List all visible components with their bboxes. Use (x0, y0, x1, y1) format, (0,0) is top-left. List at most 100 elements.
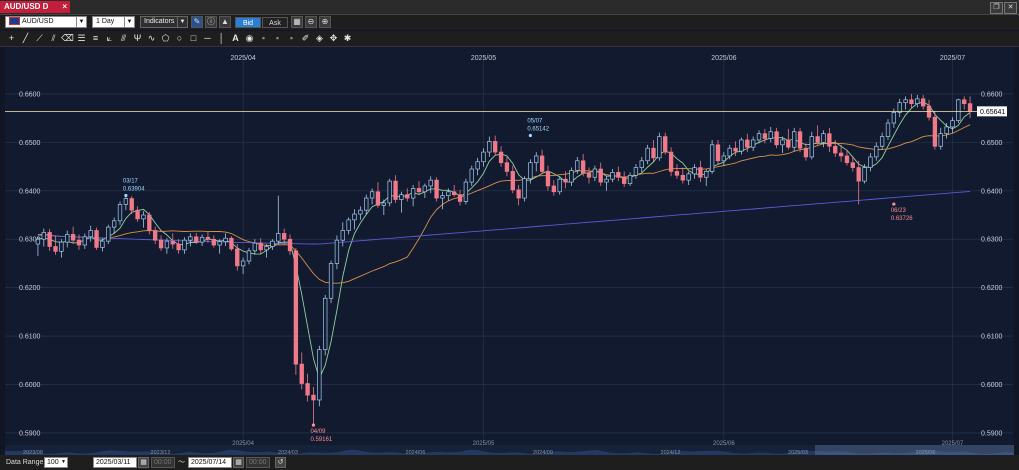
indicators-select[interactable]: Indicators ▼ (140, 16, 188, 28)
candle-body-up (809, 136, 814, 158)
candle (328, 260, 334, 304)
range-select[interactable]: 100 ▼ (44, 457, 68, 468)
candle (111, 217, 117, 234)
polygon-icon[interactable]: ⬠ (161, 33, 170, 43)
candle-body-down (856, 167, 861, 182)
marker-icon[interactable]: ◉ (245, 33, 254, 43)
candle (721, 152, 727, 166)
crosshair-icon[interactable]: + (8, 33, 15, 43)
candle-body-up (950, 120, 955, 128)
gann-icon[interactable]: ⫻ (120, 33, 127, 43)
candle (434, 177, 439, 202)
vertical-line-icon[interactable]: │ (218, 33, 225, 43)
price-chart[interactable]: 2025/04 2025/05 2025/06 2025/07 0.6600 0.660… (5, 47, 1014, 455)
candle (65, 230, 70, 248)
palette-icon[interactable]: ✱ (343, 33, 352, 43)
zoom-out-icon[interactable]: ⊖ (305, 16, 317, 28)
candle-body-up (346, 219, 351, 231)
candle (229, 236, 234, 251)
annotation-price: 0.65142 (527, 127, 549, 133)
x-tick-label: 2025/04 (230, 55, 255, 62)
candle (76, 234, 82, 250)
candle-body-down (563, 178, 568, 183)
grid-icon[interactable]: ▦ (291, 16, 303, 28)
bid-button[interactable]: Bid (235, 17, 261, 28)
navigator[interactable]: 2025/04 2025/05 2025/06 2025/07 2023/08 2023/… (5, 441, 1014, 455)
fib-fan-icon[interactable]: ⟀ (106, 33, 113, 43)
candle (827, 127, 832, 153)
candle-body-up (481, 151, 486, 163)
candle (375, 182, 381, 208)
lock-icon[interactable]: ▪ (261, 33, 266, 43)
ray-line-icon[interactable]: ⟋ (36, 33, 43, 43)
y-tick-label-left: 0.6500 (19, 140, 41, 147)
candle-body-up (903, 99, 908, 104)
start-time-field[interactable]: 00:00 (151, 457, 175, 468)
timeframe-value: 1 Day (96, 18, 115, 25)
candle-body-up (334, 239, 340, 264)
candle-body-up (358, 209, 363, 215)
candle (815, 125, 820, 145)
zoom-in-icon[interactable]: ⊕ (319, 16, 331, 28)
rectangle-icon[interactable]: □ (190, 33, 197, 43)
calendar-icon[interactable]: ▦ (233, 457, 244, 468)
candle-body-down (827, 133, 832, 147)
candle (369, 188, 375, 205)
tab-close-icon[interactable]: × (62, 2, 67, 11)
eraser-icon[interactable]: ⌫ (61, 33, 74, 43)
candle (487, 136, 492, 157)
candle (627, 172, 633, 186)
text-tool-icon[interactable]: A (232, 33, 239, 43)
candle-body-up (381, 202, 386, 206)
area-chart-icon[interactable]: ▲ (219, 16, 231, 28)
ma-long-line (37, 190, 971, 245)
candle-body-down (833, 145, 838, 154)
circle-icon[interactable]: ○ (176, 33, 183, 43)
trend-line-icon[interactable]: ╱ (22, 33, 29, 43)
end-date-field[interactable]: 2025/07/14 (188, 457, 232, 468)
copy-icon[interactable]: ▪ (289, 33, 294, 43)
fib-retracement-icon[interactable]: ≡ (92, 33, 99, 43)
ask-button[interactable]: Ask (262, 17, 288, 28)
calendar-icon[interactable]: ▦ (138, 457, 149, 468)
candle-body-up (188, 236, 193, 241)
pencil-icon[interactable]: ✐ (301, 33, 310, 43)
data-range-label: Data Range: (6, 459, 46, 466)
annotation-date: 03/17 (123, 178, 139, 184)
tag-icon[interactable]: ◈ (316, 33, 323, 43)
candle-body-down (457, 194, 463, 202)
close-window-icon[interactable]: ✕ (1004, 2, 1017, 14)
candle-body-up (463, 181, 469, 202)
symbol-select[interactable]: AUD/USD ▼ (5, 16, 87, 28)
candle-body-up (246, 250, 252, 262)
candle (53, 235, 58, 255)
candle-body-down (616, 172, 621, 178)
timeframe-select[interactable]: 1 Day ▼ (92, 16, 135, 28)
candle-body-up (938, 133, 943, 147)
end-time-field[interactable]: 00:00 (246, 457, 270, 468)
wave-icon[interactable]: ∿ (147, 33, 156, 43)
start-date-field[interactable]: 2025/03/11 (93, 457, 137, 468)
info-icon[interactable]: ⓘ (205, 16, 217, 28)
settings-icon[interactable]: ✥ (329, 33, 338, 43)
draw-mode-icon[interactable]: ✎ (191, 16, 203, 28)
restore-window-icon[interactable]: ❐ (990, 2, 1003, 14)
channel-icon[interactable]: ⫽ (51, 33, 56, 43)
candle (276, 195, 281, 246)
candle-body-down (258, 242, 263, 251)
candle-body-up (100, 240, 105, 248)
candle (874, 142, 879, 161)
horizontal-lines-icon[interactable]: ☰ (77, 33, 86, 43)
y-tick-label-right: 0.6100 (981, 334, 1003, 341)
main-toolbar: AUD/USD ▼ 1 Day ▼ Indicators ▼ ✎ ⓘ ▲ Bid… (0, 15, 1019, 30)
refresh-icon[interactable]: ↺ (275, 457, 286, 468)
candle (270, 239, 275, 250)
candle (481, 148, 486, 167)
bottom-bar: Data Range: 100 ▼ 2025/03/11 ▦ 00:00 〜 20… (0, 455, 1019, 470)
visibility-icon[interactable]: ▪ (275, 33, 280, 43)
candle (199, 234, 205, 246)
chart-tab[interactable]: AUD/USD D × (0, 1, 70, 13)
horizontal-line-icon[interactable]: ─ (204, 33, 211, 43)
navigator-top-label: 2025/06 (713, 441, 735, 447)
pitchfork-icon[interactable]: Ψ (133, 33, 142, 43)
